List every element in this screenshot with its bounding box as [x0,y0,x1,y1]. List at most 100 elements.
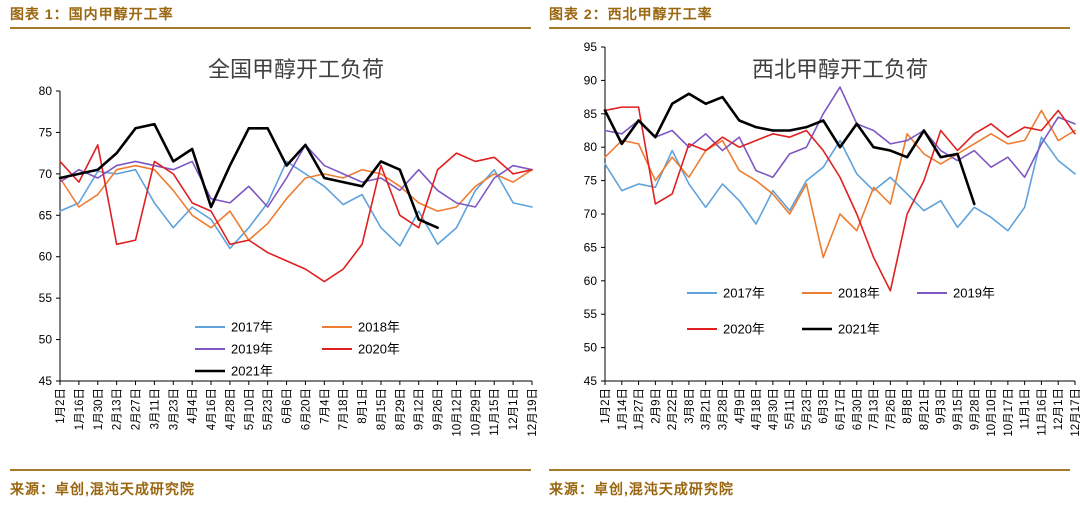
legend-item-2019年: 2019年 [195,342,273,357]
chart2-header: 图表 2：西北甲醇开工率 [549,0,1070,29]
svg-text:11月16日: 11月16日 [1036,388,1048,436]
series-lines [603,86,1076,292]
chart-title: 西北甲醇开工负荷 [752,57,928,82]
svg-text:65: 65 [39,208,53,222]
legend-label-2021年: 2021年 [231,364,273,379]
svg-text:8月8日: 8月8日 [902,388,914,424]
svg-text:1月14日: 1月14日 [617,388,629,430]
svg-text:50: 50 [39,333,53,347]
svg-text:75: 75 [39,125,53,139]
series-line-2017年 [59,160,533,250]
svg-text:90: 90 [584,73,598,87]
legend-item-2017年: 2017年 [195,320,273,335]
svg-text:6月3日: 6月3日 [818,388,830,424]
chart2-footer: 来源：卓创,混沌天成研究院 [549,469,1070,504]
svg-text:50: 50 [584,341,598,355]
svg-text:12月19日: 12月19日 [527,388,539,437]
svg-text:5月10日: 5月10日 [244,388,256,430]
svg-text:9月15日: 9月15日 [953,388,965,430]
series-line-2021年 [58,122,439,230]
svg-text:8月1日: 8月1日 [357,388,369,424]
svg-text:5月23日: 5月23日 [263,388,275,430]
svg-text:85: 85 [584,107,598,121]
svg-text:5月23日: 5月23日 [801,388,813,430]
svg-text:12月1日: 12月1日 [508,388,520,430]
chart1-header: 图表 1：国内甲醇开工率 [10,0,531,29]
line-chart-domestic-methanol: 全国甲醇开工负荷 45 50 55 60 65 70 75 80 1月2日 1月16日 1月30日 2月… [39,57,539,437]
svg-text:4月28日: 4月28日 [225,388,237,430]
series-line-2020年 [604,106,1076,292]
svg-text:1月30日: 1月30日 [93,388,105,430]
svg-text:西北甲醇开工负荷: 西北甲醇开工负荷 [752,57,928,82]
svg-text:5月11日: 5月11日 [785,388,797,429]
legend-label-2017年: 2017年 [231,320,273,335]
series-line-2019年 [604,86,1076,179]
x-axis: 1月2日 1月16日 1月30日 2月13日 2月27日 3月11日 3月23日 4月4日 4月… [55,380,539,437]
panel-domestic: 图表 1：国内甲醇开工率 全国甲醇开工负荷 45 50 55 60 65 70 75 80 1月2… [10,0,539,504]
svg-text:45: 45 [584,374,598,388]
svg-text:95: 95 [584,40,598,54]
svg-text:12月17日: 12月17日 [1070,388,1080,437]
svg-text:7月26日: 7月26日 [885,388,897,430]
svg-text:65: 65 [584,240,598,254]
y-axis: 45 50 55 60 65 70 75 80 [39,84,61,388]
svg-text:80: 80 [584,140,598,154]
svg-text:2月27日: 2月27日 [131,388,143,430]
svg-text:75: 75 [584,174,598,188]
series-line-2019年 [59,144,533,208]
svg-text:9月28日: 9月28日 [969,388,981,430]
svg-text:1月2日: 1月2日 [600,388,612,424]
svg-text:70: 70 [39,167,53,181]
svg-text:3月11日: 3月11日 [149,388,161,429]
legend-item-2019年: 2019年 [917,286,995,301]
svg-text:4月9日: 4月9日 [734,388,746,424]
chart2-area: 西北甲醇开工负荷 45 50 55 60 65 70 75 80 85 90 95 1月2日 1月14日 1… [549,29,1080,469]
svg-text:3月28日: 3月28日 [718,388,730,430]
series-line-2017年 [604,136,1076,232]
svg-text:10月10日: 10月10日 [986,388,998,437]
svg-text:2月22日: 2月22日 [667,388,679,430]
svg-text:9月12日: 9月12日 [414,388,426,430]
series-lines [58,122,533,283]
legend-label-2020年: 2020年 [723,322,765,337]
legend-label-2019年: 2019年 [953,286,995,301]
svg-text:2月13日: 2月13日 [112,388,124,430]
series-line-2018年 [604,109,1076,259]
svg-text:55: 55 [39,291,53,305]
svg-text:70: 70 [584,207,598,221]
legend-item-2018年: 2018年 [802,286,880,301]
svg-text:4月18日: 4月18日 [751,388,763,430]
chart1-footer: 来源：卓创,混沌天成研究院 [10,469,531,504]
svg-text:3月21日: 3月21日 [701,388,713,430]
svg-text:7月4日: 7月4日 [319,388,331,424]
legend-item-2018年: 2018年 [322,320,400,335]
legend-item-2021年: 2021年 [195,364,273,379]
chart2-source: 来源：卓创,混沌天成研究院 [549,481,734,497]
svg-text:4月4日: 4月4日 [187,388,199,424]
svg-text:11月15日: 11月15日 [489,388,501,436]
svg-text:7月18日: 7月18日 [338,388,350,430]
series-line-2020年 [59,144,533,283]
svg-text:6月30日: 6月30日 [852,388,864,430]
legend-label-2018年: 2018年 [358,320,400,335]
legend-label-2020年: 2020年 [358,342,400,357]
svg-text:45: 45 [39,374,53,388]
legend-item-2021年: 2021年 [802,322,880,337]
svg-text:6月17日: 6月17日 [835,388,847,430]
y-axis: 45 50 55 60 65 70 75 80 85 90 95 [584,40,606,388]
svg-text:8月29日: 8月29日 [395,388,407,430]
svg-text:1月16日: 1月16日 [74,388,86,430]
svg-text:4月30日: 4月30日 [768,388,780,430]
svg-text:6月6日: 6月6日 [282,388,294,424]
series-line-2021年 [603,92,976,206]
chart1-caption: 图表 1：国内甲醇开工率 [10,5,174,22]
panel-northwest: 图表 2：西北甲醇开工率 西北甲醇开工负荷 45 50 55 60 65 70 75 80 85 9… [549,0,1080,504]
svg-text:55: 55 [584,307,598,321]
svg-text:60: 60 [39,250,53,264]
chart2-caption: 图表 2：西北甲醇开工率 [549,5,713,22]
svg-text:2月9日: 2月9日 [650,388,662,424]
svg-text:3月23日: 3月23日 [168,388,180,430]
legend-label-2021年: 2021年 [838,322,880,337]
